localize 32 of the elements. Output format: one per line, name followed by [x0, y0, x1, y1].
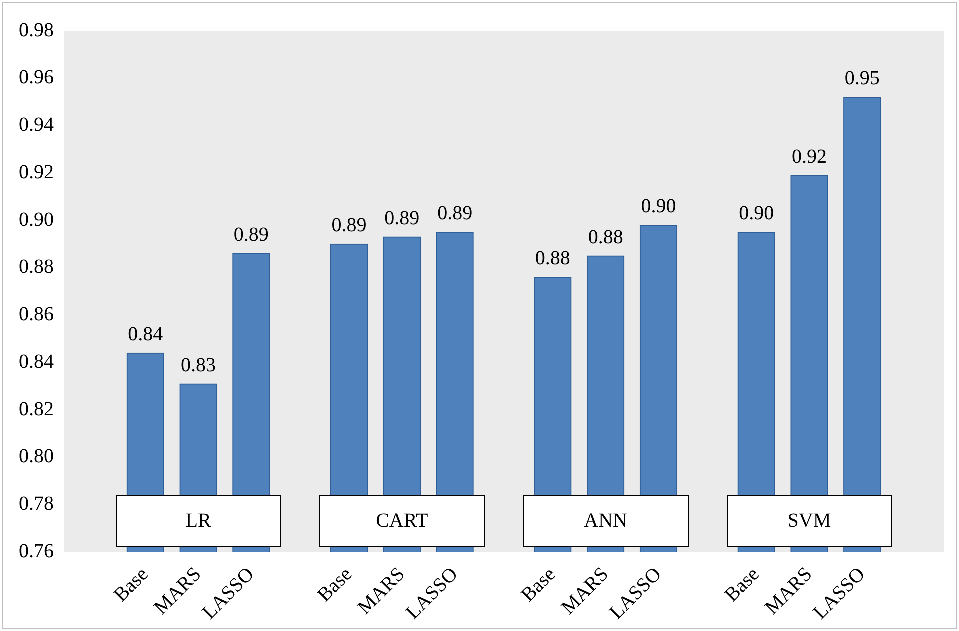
y-tick-label: 0.76 [19, 540, 54, 562]
y-tick-label: 0.82 [19, 398, 54, 420]
y-tick-label: 0.80 [19, 446, 54, 468]
x-tick-label: Base [517, 563, 560, 606]
data-label: 0.90 [739, 202, 774, 225]
y-tick-label: 0.78 [19, 493, 54, 516]
data-label: 0.90 [641, 196, 676, 218]
x-tick-label: Base [313, 563, 357, 606]
y-tick-label: 0.86 [19, 304, 54, 326]
y-tick-label: 0.84 [19, 350, 54, 373]
label-box: ANN [522, 495, 689, 548]
label-box: LR [116, 495, 282, 548]
data-label: 0.89 [332, 214, 367, 236]
data-label: 0.84 [128, 323, 164, 346]
y-tick-label: 0.98 [19, 19, 54, 42]
y-tick-label: 0.88 [19, 256, 54, 278]
data-label: 0.89 [438, 202, 473, 225]
label-box: CART [319, 495, 486, 548]
y-tick-label: 0.94 [19, 114, 54, 136]
data-label: 0.89 [384, 207, 420, 230]
data-label: 0.88 [535, 248, 570, 270]
y-tick-label: 0.92 [19, 161, 54, 184]
data-label: 0.88 [588, 226, 624, 248]
x-tick-label: Base [720, 563, 764, 606]
y-tick-label: 0.90 [19, 208, 54, 231]
data-label: 0.89 [234, 224, 269, 246]
data-label: 0.83 [181, 354, 216, 376]
data-label: 0.92 [792, 146, 827, 168]
label-box: SVM [726, 495, 892, 548]
data-label: 0.95 [844, 68, 880, 90]
y-tick-label: 0.96 [19, 66, 54, 89]
x-tick-label: Base [110, 563, 153, 606]
